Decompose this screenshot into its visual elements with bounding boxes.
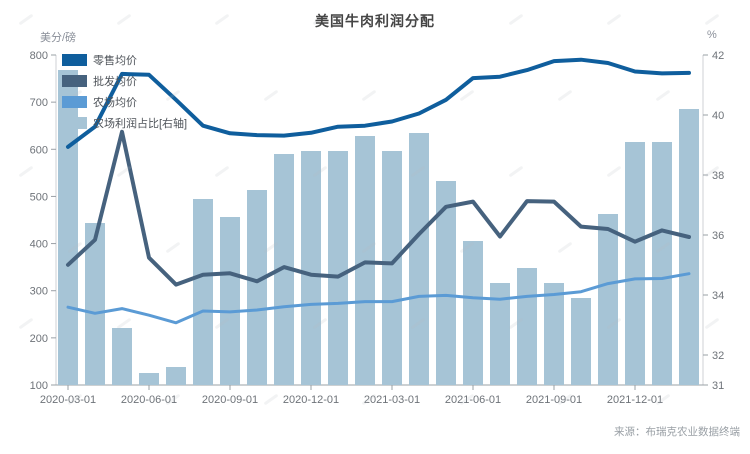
bar [598,214,618,385]
right-axis-tick-label: 36 [712,230,724,242]
left-axis-tick-label: 500 [30,191,48,203]
right-axis-unit: % [707,29,717,41]
x-axis-tick-label: 2021-12-01 [607,394,663,406]
bar [382,151,402,385]
left-axis-tick-label: 100 [30,380,48,392]
x-axis-tick-label: 2021-06-01 [445,394,501,406]
legend-label: 批发均价 [93,75,137,88]
legend-label: 零售均价 [93,54,137,67]
left-axis-unit: 美分/磅 [40,32,77,44]
legend-swatch [62,116,87,129]
bar [220,217,240,385]
right-axis-tick-label: 40 [712,110,724,122]
left-axis-tick-label: 400 [30,239,48,251]
chart-title: 美国牛肉利润分配 [315,13,435,29]
bar [328,151,348,385]
left-axis-tick-label: 600 [30,144,48,156]
right-axis-tick-label: 42 [712,50,724,62]
bar-series [58,70,699,385]
legend-label: 农场均价 [93,96,137,109]
bar [436,181,456,385]
x-axis-tick-label: 2020-12-01 [283,394,339,406]
x-axis-tick-label: 2021-09-01 [526,394,582,406]
legend-swatch [62,74,87,87]
legend: 零售均价批发均价农场均价农场利润占比[右轴] [62,49,187,133]
bar [571,298,591,385]
right-axis-tick-label: 38 [712,170,724,182]
bar [139,373,159,385]
bar [112,328,132,385]
legend-item-4[interactable]: 农场利润占比[右轴] [62,112,187,133]
bar [274,154,294,385]
bar [409,133,429,385]
bar [544,283,564,385]
legend-swatch [62,53,87,66]
bar [58,70,78,385]
left-axis-tick-label: 800 [30,50,48,62]
x-axis-tick-label: 2020-03-01 [40,394,96,406]
right-axis-tick-label: 32 [712,350,724,362]
bar [625,142,645,385]
x-axis-tick-label: 2020-09-01 [202,394,258,406]
bar [166,367,186,385]
x-axis-tick-label: 2021-03-01 [364,394,420,406]
bar [463,241,483,385]
right-axis-tick-label: 34 [712,290,724,302]
bar [517,268,537,385]
line-series-1 [66,57,691,149]
legend-item-3[interactable]: 农场均价 [62,91,187,112]
bar [652,142,672,385]
left-axis-tick-label: 200 [30,333,48,345]
bar [490,283,510,385]
right-axis-tick-label: 31 [712,380,724,392]
source-caption: 来源：布瑞克农业数据终端 [614,426,740,438]
bar [193,199,213,385]
bar [85,223,105,385]
legend-item-1[interactable]: 零售均价 [62,49,187,70]
line-series-2 [66,129,691,287]
bar [247,190,267,385]
legend-label: 农场利润占比[右轴] [93,117,188,130]
x-axis-tick-label: 2020-06-01 [121,394,177,406]
left-axis-tick-label: 700 [30,97,48,109]
left-axis-tick-label: 300 [30,286,48,298]
bar [301,151,321,385]
bar [679,109,699,385]
line-series-3 [66,272,691,325]
legend-item-2[interactable]: 批发均价 [62,70,187,91]
legend-swatch [62,95,87,108]
